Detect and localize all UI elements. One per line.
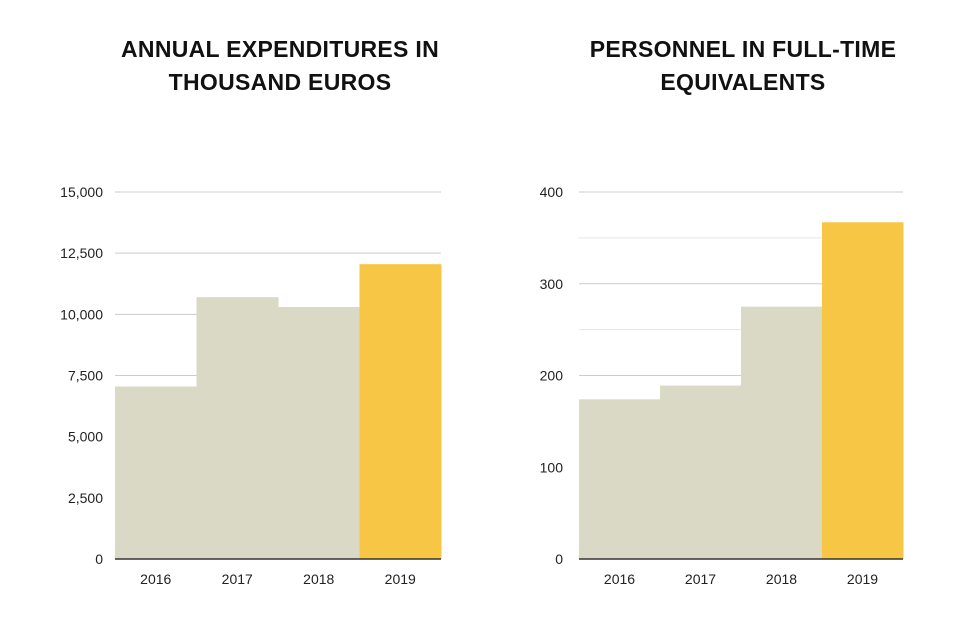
x-tick-label: 2016 [604, 571, 635, 587]
y-tick-label: 400 [540, 184, 564, 200]
y-tick-label: 10,000 [60, 306, 103, 322]
chart-title-line: EQUIVALENTS [660, 69, 826, 95]
bar-2018 [741, 306, 823, 559]
y-tick-label: 7,500 [68, 368, 103, 384]
chart-title-line: THOUSAND EUROS [168, 69, 392, 95]
y-tick-label: 100 [540, 459, 564, 475]
chart-title-personnel: PERSONNEL IN FULL-TIME EQUIVALENTS [538, 33, 948, 99]
x-tick-label: 2019 [385, 571, 416, 587]
y-tick-label: 5,000 [68, 429, 103, 445]
chart-title-line: ANNUAL EXPENDITURES IN [121, 36, 439, 62]
bar-2019 [822, 222, 904, 559]
y-tick-label: 300 [540, 276, 564, 292]
personnel-chart: 0 100 200 300 400 2016 2017 2018 2019 [540, 184, 904, 587]
bar-2017 [196, 297, 279, 559]
x-tick-label: 2017 [685, 571, 716, 587]
x-tick-label: 2018 [303, 571, 334, 587]
x-tick-label: 2018 [766, 571, 797, 587]
y-tick-label: 200 [540, 368, 564, 384]
bar-2018 [278, 306, 360, 559]
x-tick-label: 2016 [140, 571, 171, 587]
bar-2016 [579, 399, 661, 559]
chart-title-expenditures: ANNUAL EXPENDITURES IN THOUSAND EUROS [70, 33, 490, 99]
bar-2017 [660, 385, 742, 559]
chart-title-line: PERSONNEL IN FULL-TIME [589, 36, 897, 62]
expenditures-chart: 0 2,500 5,000 7,500 10,000 12,500 15,000 2016 20… [60, 184, 442, 587]
y-tick-label: 2,500 [68, 490, 103, 506]
y-tick-label: 15,000 [60, 184, 103, 200]
y-tick-label: 12,500 [60, 245, 103, 261]
x-tick-label: 2019 [847, 571, 878, 587]
y-tick-label: 0 [95, 551, 103, 567]
y-tick-label: 0 [555, 551, 563, 567]
x-tick-label: 2017 [222, 571, 253, 587]
bar-2016 [115, 386, 197, 559]
bar-2019 [359, 264, 442, 559]
